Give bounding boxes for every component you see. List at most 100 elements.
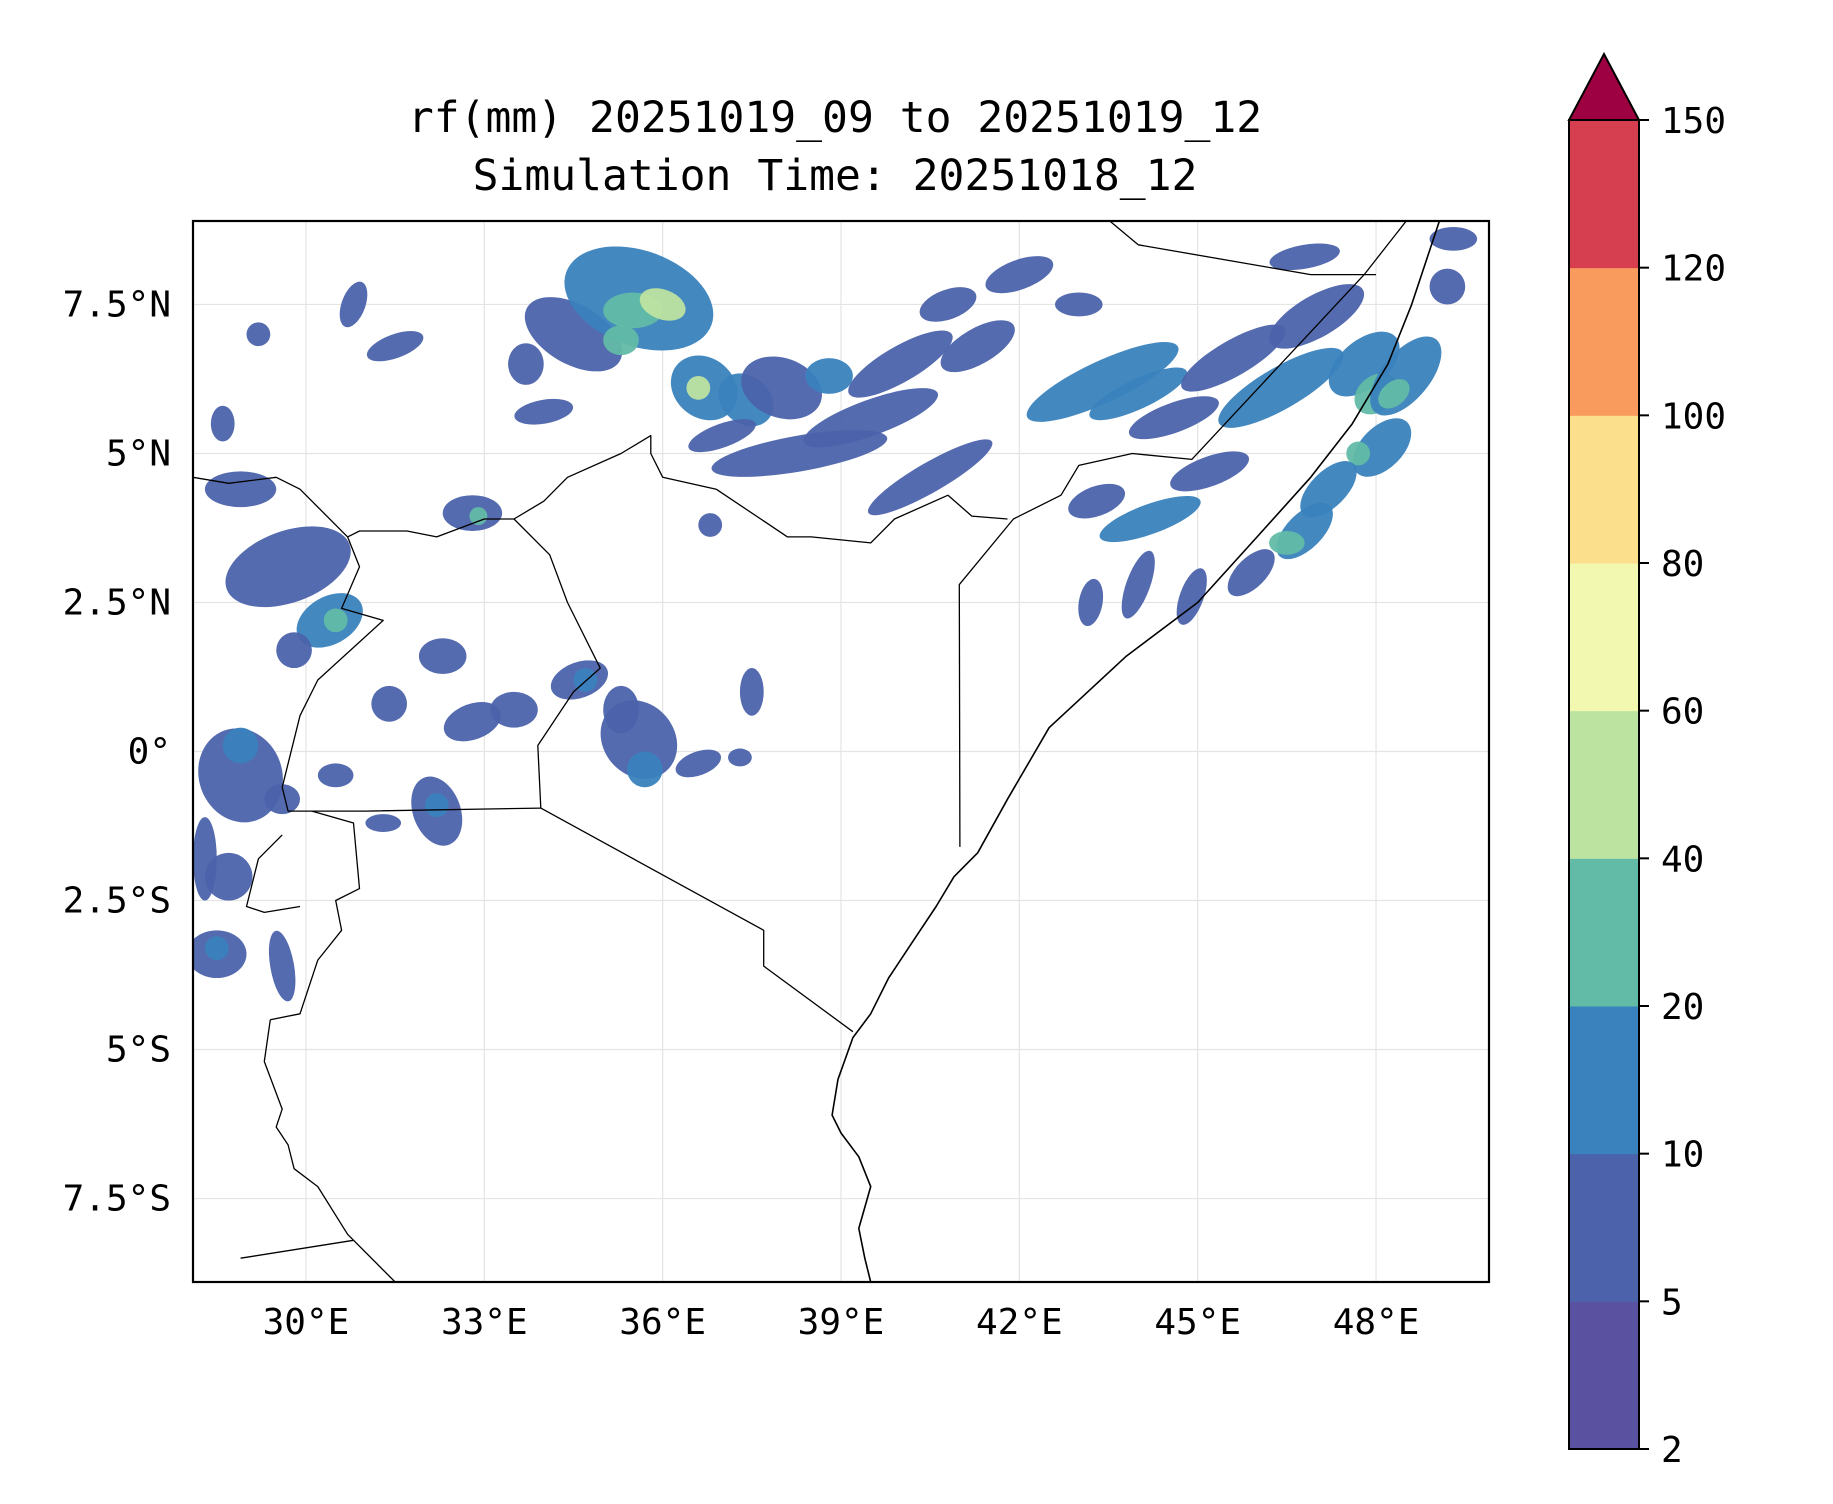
rainfall-patch [339, 281, 368, 328]
rainfall-patch [323, 608, 348, 633]
rainfall-patch [1068, 483, 1126, 519]
rainfall-patch [1099, 495, 1201, 543]
colorbar-segment [1569, 1153, 1639, 1302]
colorbar-tick-label: 2 [1661, 1430, 1683, 1471]
coastline [831, 221, 1441, 1282]
rainfall-patch [204, 852, 253, 901]
rainfall-patch [1352, 418, 1412, 477]
rainfall-patch [739, 668, 764, 716]
country-border [281, 536, 541, 812]
rainfall-patch [1300, 461, 1357, 518]
rainfall-patch [317, 763, 354, 788]
colorbar: 2 5 10 20 40 60 80 100 120 150 [1567, 51, 1726, 1471]
country-border [270, 810, 361, 1021]
rainfall-patch [514, 398, 574, 425]
rainfall-patch [1378, 379, 1410, 409]
colorbar-segment [1569, 1006, 1639, 1155]
rainfall-patch [867, 439, 993, 516]
colorbar-tick-label: 120 [1661, 249, 1726, 290]
lon-tick-label: 48°E [1333, 1302, 1420, 1343]
lon-tick-label: 39°E [798, 1302, 885, 1343]
lat-tick-label: 7.5°N [63, 284, 171, 325]
rainfall-patch [985, 256, 1054, 294]
rainfall-patch [210, 405, 235, 442]
rainfall-patch [626, 751, 663, 788]
colorbar-tick-label: 100 [1661, 396, 1726, 437]
rainfall-patch [371, 685, 408, 722]
map-frame [191, 219, 1491, 1284]
rainfall-patch [418, 638, 467, 675]
colorbar-tick-label: 150 [1661, 101, 1726, 142]
rainfall-patch [603, 325, 639, 356]
colorbar-tick-label: 20 [1661, 987, 1704, 1028]
colorbar-extend-arrow [1567, 51, 1641, 121]
colorbar-tick-label: 5 [1661, 1282, 1683, 1323]
rainfall-patch [204, 936, 229, 961]
rainfall-patch [698, 513, 723, 537]
rainfall-patch [268, 930, 296, 1002]
rainfall-patch [688, 419, 756, 453]
rainfall-patch [1429, 268, 1466, 305]
rainfall-patch [365, 814, 402, 832]
lat-tick-label: 2.5°S [63, 881, 171, 922]
lat-tick-label: 7.5°S [63, 1179, 171, 1220]
rainfall-patch [1176, 568, 1207, 625]
colorbar-segment [1569, 858, 1639, 1007]
country-border [193, 434, 1008, 544]
rainfall-patch [1170, 451, 1250, 492]
colorbar-tick-label: 10 [1661, 1135, 1704, 1176]
rainfall-patch [222, 727, 259, 764]
rainfall-patch [848, 330, 953, 398]
rainfall-patch [675, 749, 722, 778]
colorbar-segment [1569, 563, 1639, 712]
colorbar-tick-label: 60 [1661, 692, 1704, 733]
colorbar-tick-label: 40 [1661, 839, 1704, 880]
rainfall-patch [1218, 347, 1344, 428]
rainfall-patch [490, 691, 538, 728]
country-border [540, 807, 854, 1033]
rainfall-patch [469, 507, 488, 525]
rainfall-patch [366, 331, 424, 362]
rainfall-patch [246, 322, 271, 347]
lon-tick-label: 42°E [976, 1302, 1063, 1343]
country-border [1108, 221, 1376, 276]
rainfall-patch [198, 728, 283, 823]
rainfall-patch [1269, 530, 1305, 555]
rainfall-patch [940, 320, 1015, 373]
colorbar-segment [1569, 415, 1639, 564]
rainfall-patch [1346, 441, 1371, 466]
rainfall-patch [1121, 550, 1155, 619]
lon-tick-label: 33°E [441, 1302, 528, 1343]
rainfall-patch [1181, 324, 1286, 392]
rainfall-field [193, 226, 1478, 1002]
rainfall-patch [1089, 367, 1188, 421]
country-border [263, 1019, 396, 1282]
rainfall-patch [805, 358, 853, 394]
map-axes: 30°E 33°E 36°E 39°E 42°E 45°E 48°E 7.5°N 5°N 2.5°… [63, 284, 1420, 1343]
lat-tick-label: 0° [128, 732, 171, 773]
colorbar-tick-label: 80 [1661, 544, 1704, 585]
country-border [958, 221, 1408, 847]
coastline-and-borders [193, 221, 1441, 1282]
rainfall-patch [741, 356, 822, 420]
colorbar-segment [1569, 710, 1639, 859]
rainfall-patch [424, 793, 449, 818]
rainfall-patch [1227, 549, 1275, 597]
colorbar-segment [1569, 120, 1639, 269]
rainfall-patch [919, 287, 977, 322]
lon-tick-label: 45°E [1154, 1302, 1241, 1343]
rainfall-patch [1078, 578, 1104, 627]
lon-tick-label: 36°E [619, 1302, 706, 1343]
lat-tick-label: 5°S [106, 1030, 171, 1071]
map-title-line-2: Simulation Time: 20251018_12 [472, 151, 1198, 201]
rainfall-patch [1055, 292, 1103, 317]
rainfall-patch [1026, 342, 1179, 422]
colorbar-segment [1569, 1301, 1639, 1450]
rainfall-patch [728, 748, 752, 767]
rainfall-patch [1128, 396, 1219, 440]
map-title-line-1: rf(mm) 20251019_09 to 20251019_12 [407, 93, 1263, 143]
rainfall-patch [204, 471, 277, 508]
rainfall-patch [686, 375, 711, 400]
